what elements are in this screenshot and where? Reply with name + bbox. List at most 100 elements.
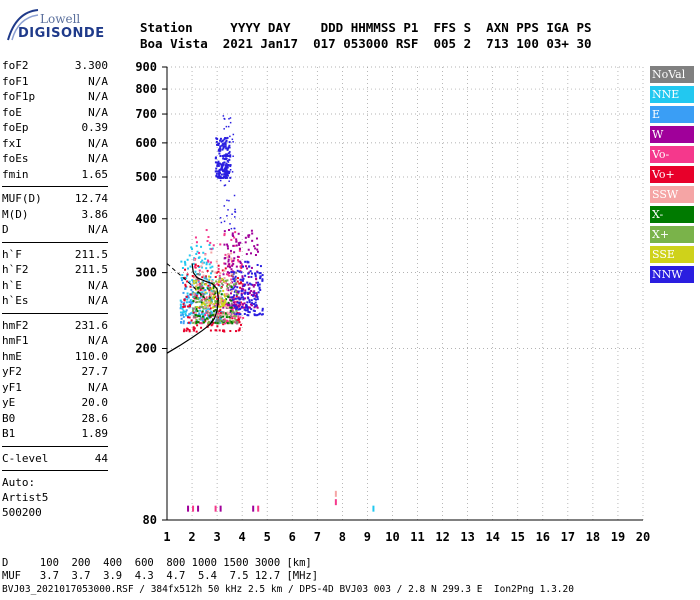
scatter-point-nnw [244, 309, 247, 312]
scatter-point-w [253, 290, 256, 293]
param-name: D [2, 223, 9, 236]
scatter-point-nne [188, 280, 191, 283]
scatter-point-vo- [233, 236, 236, 239]
scatter-point-x- [218, 320, 221, 323]
scatter-point-noval [200, 299, 203, 302]
scatter-point-vo- [209, 241, 212, 244]
scatter-point-vo- [216, 282, 219, 285]
scatter-point-nne [185, 277, 188, 280]
scatter-point-noval [211, 270, 214, 273]
scatter-point-noval [231, 274, 234, 277]
scatter-point-nnw [253, 310, 256, 313]
param-value: 44 [94, 451, 108, 465]
scatter-point-ssw [226, 292, 229, 295]
scatter-point-ssw [193, 258, 196, 261]
scatter-point-x- [222, 315, 225, 318]
scatter-point-nnw [250, 283, 253, 286]
scatter-point-nnw [222, 163, 225, 166]
scatter-point-x- [198, 300, 201, 303]
scatter-point-w [232, 262, 235, 265]
scatter-point-vo- [204, 320, 207, 323]
param-name: M(D) [2, 207, 29, 221]
param-value: 211.5 [74, 247, 108, 261]
scatter-point-noval [192, 307, 195, 310]
scatter-point-w [235, 265, 238, 268]
scatter-point-noval [210, 298, 213, 301]
scatter-point-w [229, 266, 232, 269]
param-value: N/A [88, 74, 108, 88]
scatter-point-x- [192, 321, 195, 324]
legend-item-nnw: NNW [650, 266, 694, 283]
scatter-point-vo- [189, 293, 192, 296]
param-value: N/A [88, 152, 108, 165]
scatter-point-nnw [225, 155, 228, 158]
scatter-point-nnw [223, 169, 226, 172]
scatter-point-vo- [182, 305, 185, 308]
scatter-point-e [191, 284, 194, 287]
scatter-point-nnw [218, 172, 221, 175]
scatter-point-w [227, 260, 230, 263]
scatter-point-nnw [229, 176, 232, 179]
scatter-point-w [256, 306, 259, 309]
scatter-point-x- [195, 309, 198, 312]
scatter-point-sse [222, 304, 225, 307]
footer-file-info: BVJ03_2021017053000.RSF / 384fx512h 50 k… [2, 584, 574, 595]
scatter-point-w [240, 287, 243, 290]
scatter-point-vo- [214, 329, 217, 332]
scatter-point-nnw [227, 125, 230, 128]
scatter-point-x- [221, 320, 224, 323]
scatter-point-nnw [226, 199, 228, 202]
scatter-point-noval [216, 320, 219, 323]
scatter-point-x- [221, 321, 224, 324]
scatter-point-x- [226, 306, 229, 309]
scatter-point-vo- [217, 283, 220, 286]
scatter-point-nnw [220, 221, 223, 224]
scatter-point-w [232, 234, 235, 237]
scatter-point-ssw [210, 291, 213, 294]
scatter-point-nnw [261, 278, 264, 281]
scatter-point-x- [200, 283, 203, 286]
scatter-point-nne [192, 262, 195, 265]
scatter-point-w [242, 288, 245, 291]
scatter-point-x- [197, 314, 200, 317]
scatter-point-sse [215, 290, 218, 293]
scatter-point-nnw [229, 154, 232, 157]
scatter-point-nnw [231, 296, 234, 299]
param-row: D N/A [2, 222, 108, 238]
scatter-point-vo- [223, 318, 226, 321]
param-name: h`Es [2, 294, 29, 307]
scatter-point-w [241, 303, 244, 306]
scatter-point-ssw [210, 280, 213, 283]
scatter-point-e [190, 300, 193, 303]
logo-product: DIGISONDE [18, 26, 105, 41]
scatter-point-w [242, 306, 245, 309]
scatter-point-ssw [201, 270, 204, 273]
y-tick-label: 200 [135, 342, 157, 356]
scatter-point-vo- [216, 325, 219, 328]
y-tick-label: 900 [135, 60, 157, 74]
scatter-point-e [196, 293, 199, 296]
scatter-point-nnw [236, 286, 239, 289]
scatter-point-ssw [231, 313, 234, 316]
param-value: 27.7 [81, 365, 109, 378]
scatter-point-vo- [216, 313, 219, 316]
scatter-point-vo- [215, 304, 218, 307]
scatter-point-nnw [253, 313, 256, 316]
scatter-point-x- [203, 283, 206, 286]
scatter-point-nnw [244, 291, 247, 294]
scatter-point-ssw [210, 251, 213, 254]
scatter-point-vo- [221, 269, 224, 272]
scatter-point-noval [206, 311, 209, 314]
scatter-point-nne [188, 306, 191, 309]
scatter-point-x- [222, 312, 225, 315]
scatter-point-vo- [210, 261, 213, 264]
param-row: foE N/A [2, 105, 108, 121]
scatter-point-x- [229, 309, 232, 312]
scatter-point-ssw [201, 289, 204, 292]
scatter-point-sse [211, 296, 214, 299]
scatter-point-low [372, 505, 375, 512]
scatter-point-vo- [206, 259, 209, 262]
param-value: N/A [88, 334, 108, 347]
scatter-point-x- [214, 292, 217, 295]
scatter-point-x- [195, 297, 198, 300]
